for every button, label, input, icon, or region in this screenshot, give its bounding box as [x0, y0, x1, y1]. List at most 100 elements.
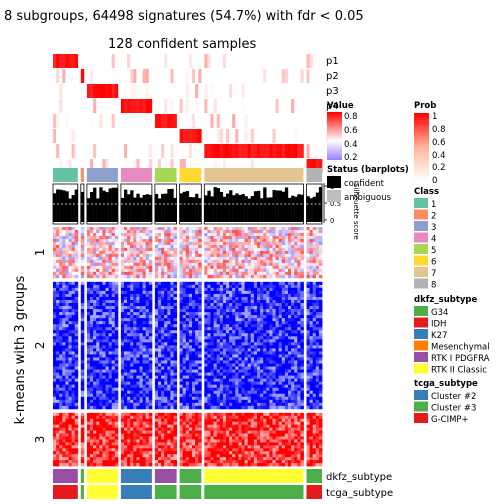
- heatmap-cell: [120, 244, 125, 249]
- heatmap-cell: [99, 369, 103, 373]
- heatmap-cell: [229, 265, 233, 270]
- heatmap-cell: [229, 405, 233, 410]
- heatmap-cell: [145, 399, 150, 404]
- heatmap-cell: [127, 253, 131, 258]
- heatmap-cell: [226, 290, 230, 295]
- heatmap-cell: [241, 390, 245, 395]
- heatmap-cell: [133, 372, 137, 376]
- heatmap-cell: [257, 327, 261, 331]
- heatmap-cell: [232, 396, 236, 401]
- heatmap-cell: [219, 229, 224, 234]
- heatmap-cell: [222, 327, 227, 331]
- prob-cell: [207, 99, 211, 113]
- class-cell: [120, 168, 152, 182]
- heatmap-cell: [195, 229, 199, 234]
- heatmap-cell: [173, 384, 177, 389]
- prob-cell: [269, 99, 273, 113]
- heatmap-cell: [173, 363, 177, 367]
- heatmap-cell: [80, 330, 85, 334]
- heatmap-cell: [213, 296, 218, 301]
- heatmap-cell: [229, 244, 233, 249]
- heatmap-cell: [90, 259, 94, 264]
- heatmap-cell: [130, 357, 134, 361]
- heatmap-cell: [216, 381, 221, 386]
- heatmap-cell: [188, 402, 193, 407]
- silhouette-bar: [173, 197, 177, 222]
- prob-cell: [62, 99, 66, 113]
- prob-cell: [161, 159, 165, 173]
- heatmap-cell: [219, 256, 224, 261]
- heatmap-cell: [114, 366, 119, 370]
- heatmap-cell: [170, 271, 174, 276]
- heatmap-cell: [232, 354, 236, 358]
- heatmap-cell: [161, 330, 165, 334]
- heatmap-cell: [62, 281, 66, 286]
- heatmap-cell: [65, 309, 69, 313]
- heatmap-cell: [99, 241, 103, 246]
- heatmap-cell: [229, 324, 233, 328]
- heatmap-cell: [154, 372, 159, 376]
- heatmap-cell: [136, 384, 140, 389]
- heatmap-cell: [257, 268, 261, 273]
- heatmap-cell: [148, 321, 153, 325]
- heatmap-cell: [90, 345, 94, 349]
- heatmap-cell: [198, 281, 202, 286]
- heatmap-cell: [222, 284, 227, 289]
- heatmap-cell: [235, 250, 239, 255]
- heatmap-cell: [185, 387, 190, 392]
- heatmap-cell: [158, 354, 162, 358]
- heatmap-cell: [108, 324, 113, 328]
- heatmap-cell: [96, 293, 100, 298]
- prob-cell: [266, 99, 270, 113]
- prob-cell: [99, 114, 103, 128]
- heatmap-cell: [93, 378, 97, 383]
- prob-cell: [253, 159, 258, 173]
- prob-cell: [164, 159, 168, 173]
- heatmap-cell: [142, 302, 147, 307]
- heatmap-cell: [219, 250, 224, 255]
- heatmap-cell: [269, 244, 273, 249]
- heatmap-cell: [145, 262, 150, 267]
- heatmap-cell: [59, 405, 63, 410]
- heatmap-cell: [260, 247, 264, 252]
- heatmap-cell: [247, 262, 252, 267]
- prob-cell: [210, 114, 214, 128]
- heatmap-cell: [222, 229, 227, 234]
- heatmap-cell: [182, 381, 187, 386]
- heatmap-cell: [207, 339, 211, 343]
- heatmap-cell: [148, 256, 153, 261]
- heatmap-cell: [250, 227, 255, 231]
- heatmap-cell: [65, 284, 69, 289]
- heatmap-cell: [179, 274, 184, 279]
- heatmap-cell: [53, 247, 57, 252]
- heatmap-cell: [154, 384, 159, 389]
- heatmap-cell: [62, 333, 66, 337]
- prob-cell: [179, 69, 183, 83]
- heatmap-cell: [235, 390, 239, 395]
- heatmap-cell: [65, 336, 69, 340]
- heatmap-cell: [80, 281, 85, 286]
- prob-cell: [96, 159, 100, 173]
- heatmap-cell: [74, 256, 79, 261]
- heatmap-cell: [300, 227, 304, 231]
- heatmap-cell: [257, 348, 261, 352]
- heatmap-cell: [278, 327, 283, 331]
- heatmap-cell: [120, 327, 125, 331]
- heatmap-cell: [232, 399, 236, 404]
- heatmap-cell: [281, 227, 286, 231]
- heatmap-cell: [241, 259, 245, 264]
- prob-cell: [99, 159, 103, 173]
- heatmap-cell: [59, 378, 63, 383]
- heatmap-cell: [105, 342, 109, 346]
- heatmap-cell: [263, 290, 267, 295]
- heatmap-cell: [62, 384, 66, 389]
- heatmap-cell: [164, 333, 168, 337]
- heatmap-cell: [229, 241, 233, 246]
- heatmap-cell: [250, 336, 255, 340]
- heatmap-cell: [198, 348, 202, 352]
- prob-cell: [229, 114, 233, 128]
- prob-cell: [56, 99, 60, 113]
- heatmap-cell: [105, 241, 109, 246]
- heatmap-cell: [105, 393, 109, 398]
- heatmap-cell: [80, 265, 85, 270]
